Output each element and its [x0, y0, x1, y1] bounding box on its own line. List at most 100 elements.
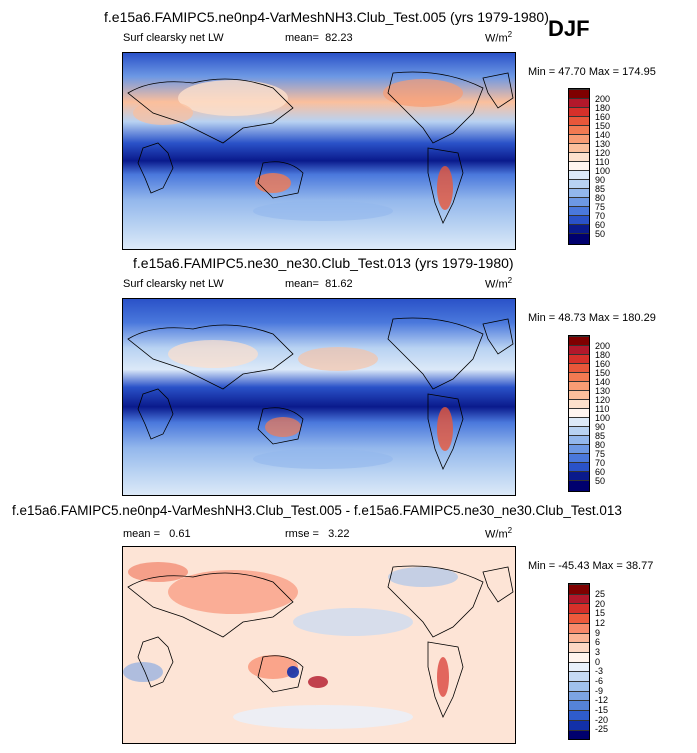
panel3-coastline [387, 565, 484, 638]
panel3-colorbar-swatch [569, 651, 589, 662]
panel1-title: f.e15a6.FAMIPC5.ne0np4-VarMeshNH3.Club_T… [104, 9, 549, 25]
panel2-colorbar-swatch [569, 480, 589, 491]
panel2-tick: 85 [595, 431, 606, 441]
panel3-tick: -6 [595, 676, 604, 686]
panel1-tick: 50 [595, 229, 606, 239]
panel2-colorbar-swatch [569, 471, 589, 481]
panel1-colorbar-swatch [569, 188, 589, 198]
panel2-field-patch [437, 407, 453, 451]
panel2-coastline [127, 324, 294, 390]
panel1-variable-label: Surf clearsky net LW [123, 32, 224, 44]
panel1-tick: 180 [595, 103, 611, 113]
panel3-colorbar-swatch [569, 671, 589, 682]
panel1-colorbar-swatch [569, 161, 589, 171]
panel3-colorbar-swatch [569, 613, 589, 624]
panel1-colorbar-swatch [569, 179, 589, 189]
panel2-field-patch [298, 347, 378, 371]
season-label: DJF [548, 16, 590, 41]
panel3-colorbar-swatch [569, 710, 589, 721]
panel2-tick: 180 [595, 350, 611, 360]
panel2-tick: 70 [595, 458, 606, 468]
panel1-colorbar-swatch [569, 89, 589, 99]
panel2-tick: 160 [595, 359, 611, 369]
panel2-tick: 60 [595, 467, 606, 477]
panel3-coastline [257, 655, 304, 693]
panel3-minmax: Min = -45.43 Max = 38.77 [528, 560, 654, 572]
panel1-coastline [137, 142, 174, 194]
panel1-colorbar-swatch [569, 107, 589, 117]
panel2-coastlines [127, 317, 514, 470]
panel1-colorbar-swatch [569, 98, 589, 108]
panel3-field-patch [128, 562, 188, 582]
panel3-tick: 3 [595, 647, 601, 657]
panel3-units: W/m2 [485, 526, 513, 541]
panel1-tick: 60 [595, 220, 606, 230]
panel3-colorbar-swatch [569, 642, 589, 653]
panel3-tick: 0 [595, 657, 601, 667]
panel1-coastline [257, 161, 304, 199]
panel1-field-patch [383, 79, 463, 107]
panel3-colorbar [568, 583, 590, 740]
panel1-tick: 160 [595, 112, 611, 122]
panel3-tick: -12 [595, 695, 609, 705]
panel2-tick: 200 [595, 341, 611, 351]
panel1-colorbar-swatch [569, 170, 589, 180]
panel2-field-patch [265, 417, 301, 437]
panel2-tick: 150 [595, 368, 611, 378]
panel1-colorbar-swatch [569, 197, 589, 207]
panel2-coastline [257, 407, 304, 445]
panel2-coastline [387, 317, 484, 390]
panel2-colorbar-swatch [569, 462, 589, 472]
panel1-coastline [427, 147, 464, 224]
panel1-colorbar-swatch [569, 233, 589, 244]
panel3-tick: 15 [595, 608, 606, 618]
panel2-colorbar [568, 335, 590, 492]
panel2-title: f.e15a6.FAMIPC5.ne30_ne30.Club_Test.013 … [133, 255, 514, 271]
panel1-colorbar-swatch [569, 125, 589, 135]
panel3-tick: -20 [595, 715, 609, 725]
panel3-tick: 9 [595, 628, 601, 638]
panel3-colorbar-swatch [569, 700, 589, 711]
panel3-colorbar-swatch [569, 603, 589, 614]
panel3-coastline [127, 572, 294, 638]
panel3-mean-value: 0.61 [169, 528, 191, 540]
panel3-colorbar-swatch [569, 632, 589, 643]
panel3-colorbar-swatch [569, 690, 589, 701]
panel1-tick: 85 [595, 184, 606, 194]
panel2-map [122, 298, 516, 496]
panel1-map [122, 52, 516, 250]
panel2-mean-value: 81.62 [325, 278, 353, 290]
panel2-tick: 130 [595, 386, 611, 396]
panel3-tick: 25 [595, 589, 606, 599]
panel2-colorbar-swatch [569, 336, 589, 346]
panel2-colorbar-swatch [569, 390, 589, 400]
panel1-tick: 75 [595, 202, 606, 212]
panel2-mean-label: mean= 81.62 [285, 278, 353, 290]
panel1-colorbar-swatch [569, 116, 589, 126]
panel2-colorbar-swatch [569, 444, 589, 454]
panel3-colorbar-swatch [569, 584, 589, 594]
panel2-variable-label: Surf clearsky net LW [123, 278, 224, 290]
panel2-units: W/m2 [485, 276, 513, 291]
panel3-colorbar-swatch [569, 719, 589, 730]
panel1-colorbar-swatch [569, 215, 589, 225]
panel3-field-patch [308, 676, 328, 688]
panel2-tick: 50 [595, 476, 606, 486]
panel3-rmse-label: rmse = 3.22 [285, 528, 350, 540]
panel1-tick: 130 [595, 139, 611, 149]
panel2-field-patch [168, 340, 258, 368]
panel3-tick: -9 [595, 686, 604, 696]
panel3-field-patch [287, 666, 299, 678]
panel2-colorbar-swatch [569, 345, 589, 355]
panel1-tick: 100 [595, 166, 611, 176]
panel2-coastline [427, 393, 464, 470]
panel1-mean-value: 82.23 [325, 32, 353, 44]
panel1-tick: 200 [595, 94, 611, 104]
panel2-colorbar-swatch [569, 363, 589, 373]
panel1-colorbar-swatch [569, 206, 589, 216]
panel3-coastline [482, 566, 514, 603]
panel2-tick: 80 [595, 440, 606, 450]
panel3-colorbar-swatch [569, 622, 589, 633]
panel1-minmax: Min = 47.70 Max = 174.95 [528, 66, 656, 78]
panel1-tick: 150 [595, 121, 611, 131]
